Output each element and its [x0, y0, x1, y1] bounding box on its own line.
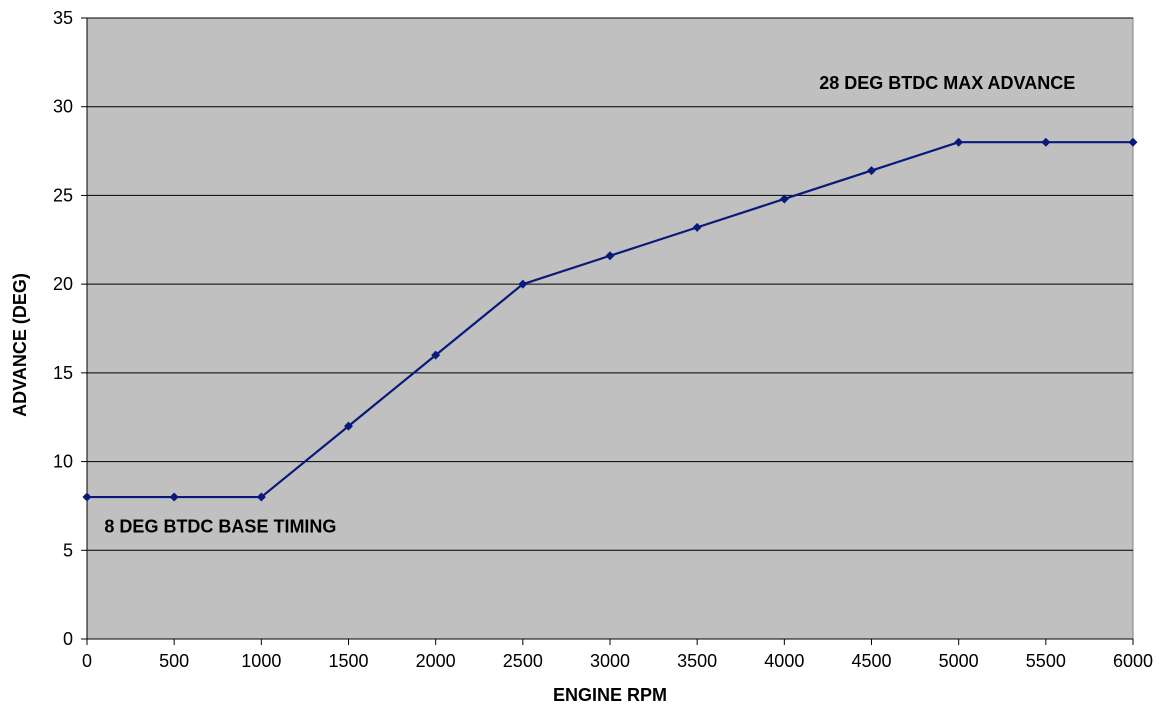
x-tick-label: 0	[82, 651, 92, 671]
annotation-label: 28 DEG BTDC MAX ADVANCE	[819, 73, 1075, 93]
data-point	[82, 492, 92, 502]
x-tick-label: 5000	[939, 651, 979, 671]
y-tick-label: 30	[53, 97, 73, 117]
series-advance	[82, 137, 1138, 502]
y-tick-label: 15	[53, 363, 73, 383]
x-tick-label: 4000	[764, 651, 804, 671]
annotations: 28 DEG BTDC MAX ADVANCE 8 DEG BTDC BASE T…	[104, 73, 1075, 537]
x-tick-label: 6000	[1113, 651, 1153, 671]
y-tick-label: 0	[63, 629, 73, 649]
x-tick-label: 500	[159, 651, 189, 671]
x-tick-label: 3000	[590, 651, 630, 671]
x-tick-label: 2500	[503, 651, 543, 671]
x-tick-label: 2000	[416, 651, 456, 671]
data-point	[779, 194, 789, 204]
y-tick-label: 20	[53, 274, 73, 294]
data-point	[518, 279, 528, 289]
x-tick-label: 4500	[851, 651, 891, 671]
data-point	[344, 421, 353, 431]
data-point	[867, 166, 876, 176]
y-tick-label: 5	[63, 540, 73, 560]
y-tick-label: 35	[53, 8, 73, 28]
data-point	[169, 492, 179, 502]
axes	[81, 17, 1134, 645]
data-point	[431, 350, 441, 360]
x-tick-labels: 0 500 1000 1500 2000 2500 3000 3500 4000 4500 5000…	[82, 651, 1153, 671]
plot-area	[86, 17, 1134, 640]
gridlines	[87, 17, 1133, 551]
y-tick-labels: 0 5 10 15 20 25 30 35	[53, 8, 73, 649]
y-tick-label: 10	[53, 452, 73, 472]
data-point	[954, 137, 964, 147]
data-point	[692, 222, 702, 232]
x-tick-label: 3500	[677, 651, 717, 671]
x-tick-label: 5500	[1026, 651, 1066, 671]
data-point	[1041, 137, 1051, 147]
data-point	[605, 251, 615, 261]
x-tick-label: 1500	[328, 651, 368, 671]
data-point	[256, 492, 266, 502]
x-axis-title: ENGINE RPM	[553, 685, 667, 705]
data-point	[1128, 137, 1138, 147]
annotation-label: 8 DEG BTDC BASE TIMING	[104, 517, 336, 537]
y-tick-label: 25	[53, 185, 73, 205]
x-tick-label: 1000	[241, 651, 281, 671]
y-axis-title: ADVANCE (DEG)	[10, 273, 30, 417]
